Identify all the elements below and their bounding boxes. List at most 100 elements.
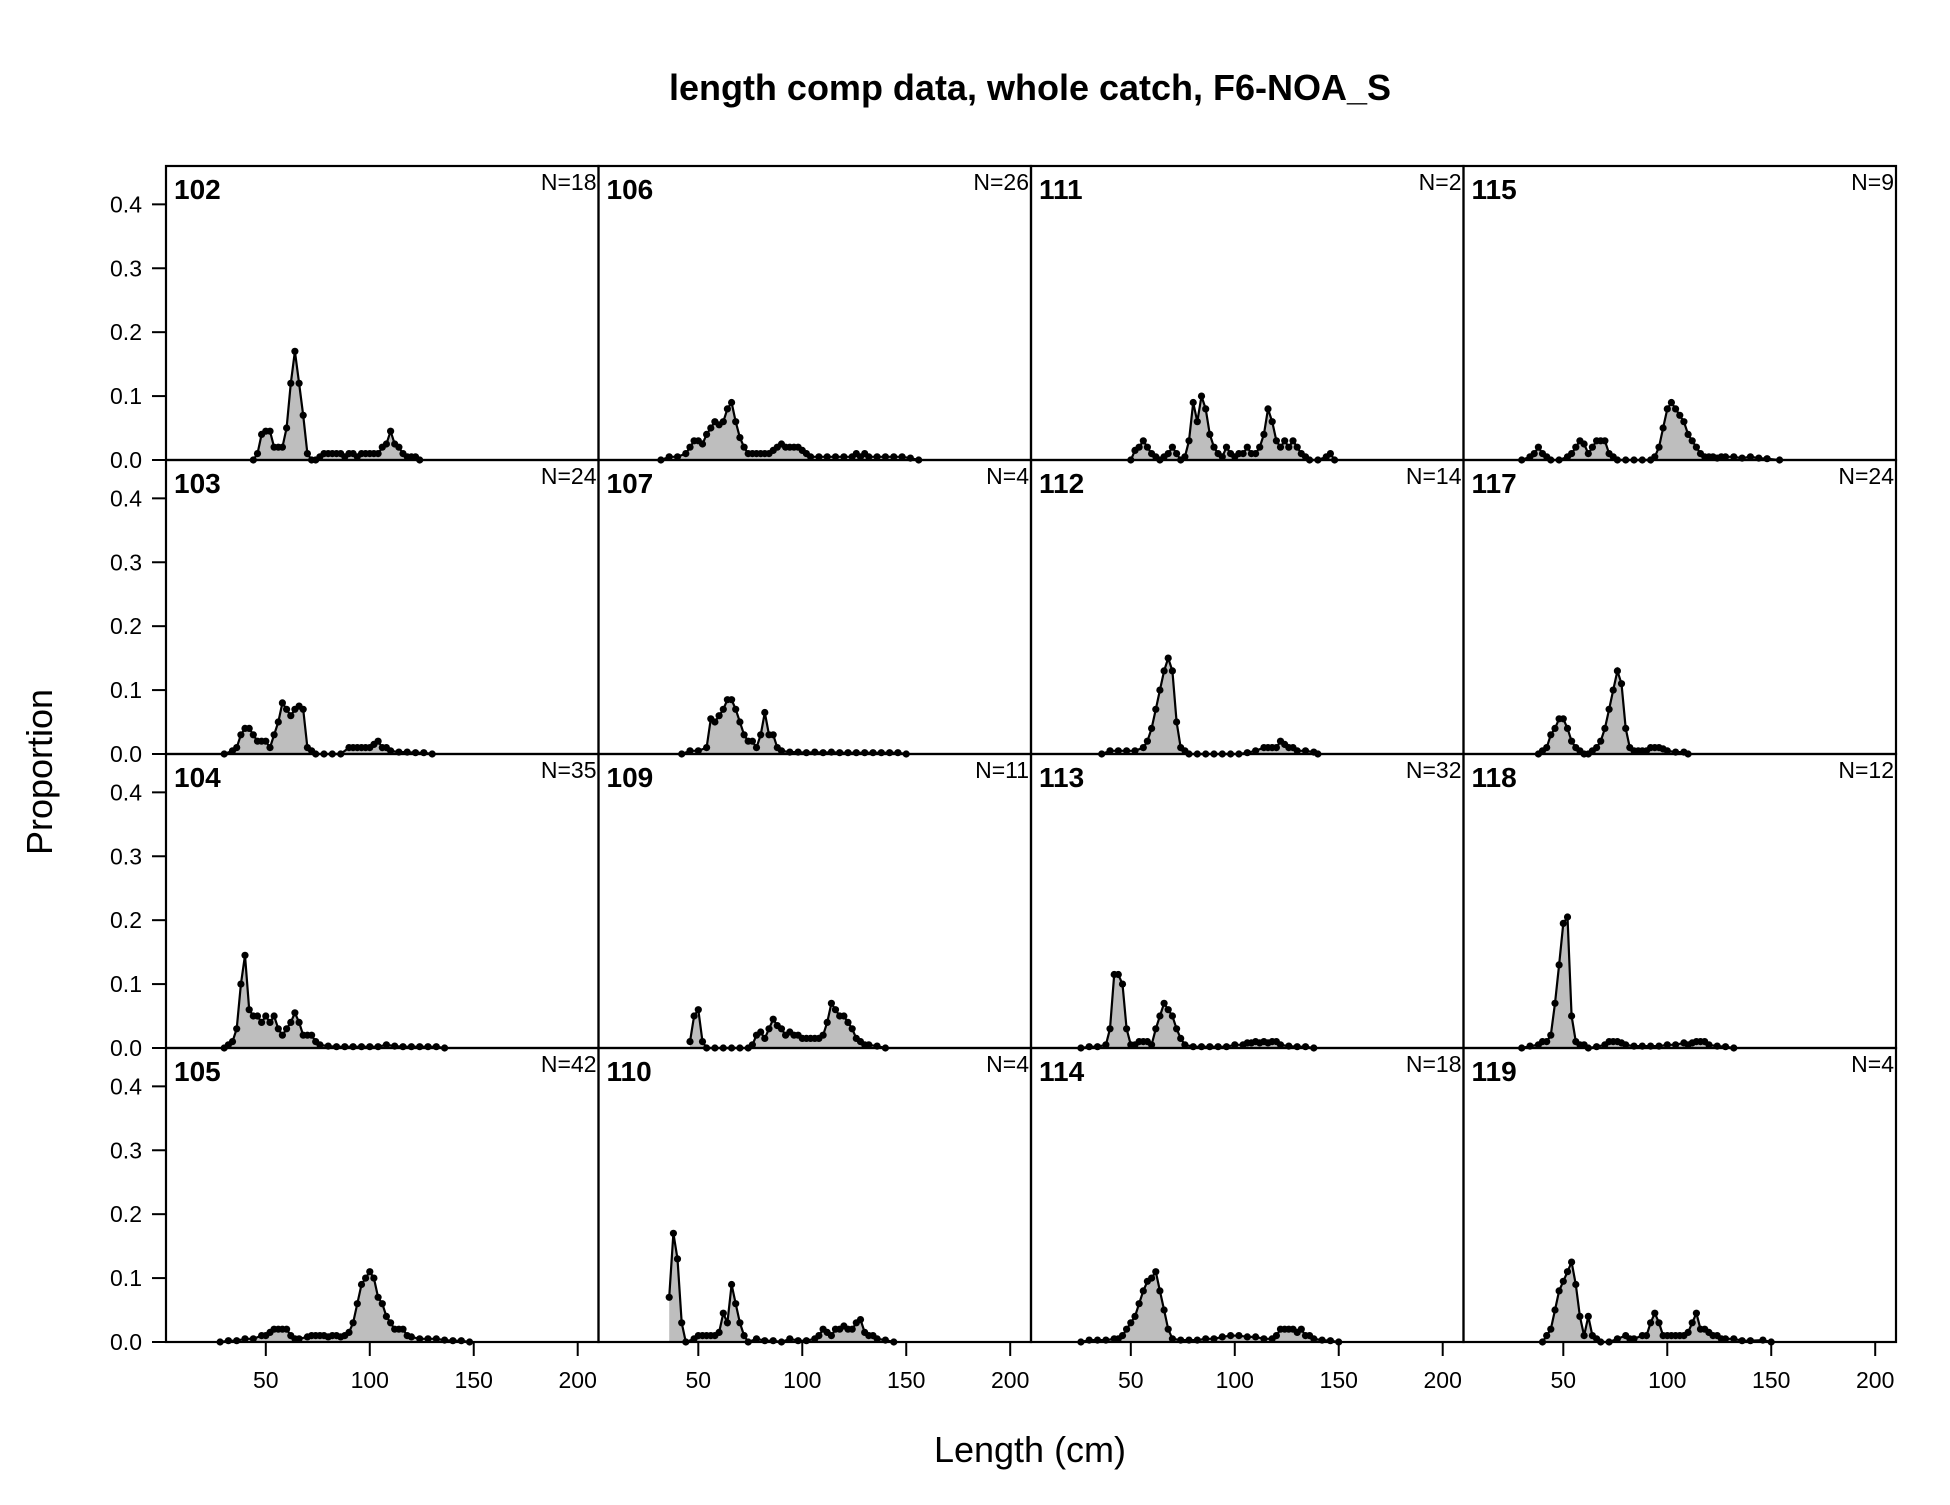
panel-118-point — [1551, 999, 1559, 1007]
panel-label: 112 — [1039, 468, 1084, 499]
panel-110-point — [665, 1293, 673, 1301]
panel-103-point — [233, 744, 241, 752]
panel-104-point — [424, 1043, 432, 1051]
panel-114-point — [1168, 1335, 1176, 1343]
panel-112-point — [1243, 749, 1251, 757]
panel-106-point — [865, 453, 873, 461]
panel-114-point — [1272, 1332, 1280, 1340]
panel-111-point — [1222, 443, 1231, 451]
chart-title: length comp data, whole catch, F6-NOA_S — [669, 67, 1391, 108]
panel-106-point — [840, 453, 848, 461]
panel-113-point — [1152, 1025, 1160, 1033]
panel-111-point — [1276, 443, 1285, 451]
panel-110-point — [769, 1337, 777, 1345]
panel-109-point — [694, 1006, 702, 1014]
panel-109-point — [777, 1025, 786, 1033]
panel-border — [1029, 164, 1465, 462]
panel-114-point — [1164, 1325, 1172, 1333]
panel-113-point — [1189, 1043, 1197, 1051]
panel-103-point — [283, 705, 291, 713]
panel-105-point — [399, 1325, 407, 1333]
panel-label: 114 — [1039, 1056, 1085, 1087]
panel-112: 112 N=14 — [1039, 463, 1462, 758]
panel-112-point — [1114, 747, 1122, 755]
panel-104-point — [407, 1043, 415, 1051]
panel-label: 102 — [174, 174, 221, 205]
panel-103-point — [420, 749, 428, 757]
panel-113-point — [1118, 980, 1127, 988]
panel-111-point — [1210, 443, 1218, 451]
panel-115-point — [1659, 424, 1667, 432]
panel-114-point — [1127, 1319, 1135, 1327]
x-tick-label: 50 — [1118, 1367, 1144, 1393]
panel-103: 103 N=24 — [174, 463, 597, 758]
panel-104-point — [283, 1025, 291, 1033]
panel-111-point — [1326, 450, 1334, 458]
x-axis-title: Length (cm) — [934, 1429, 1126, 1470]
panel-114-point — [1252, 1333, 1260, 1341]
panel-115-point — [1655, 443, 1663, 451]
panel-113-point — [1181, 1041, 1189, 1049]
panel-111-point — [1164, 450, 1172, 458]
panel-110-point — [761, 1337, 769, 1345]
panel-106-point — [682, 450, 690, 458]
panel-114-point — [1218, 1333, 1226, 1341]
panel-110-point — [719, 1309, 727, 1317]
panel-119-point — [1684, 1328, 1692, 1336]
panel-113-point — [1123, 1025, 1131, 1033]
panel-105-point — [366, 1268, 374, 1276]
panel-115-point — [1684, 430, 1692, 438]
panel-n-label: N=26 — [973, 169, 1029, 195]
y-tick-label: 0.2 — [110, 907, 142, 933]
panel-115-point — [1692, 443, 1700, 451]
panel-102-point — [283, 424, 291, 432]
panel-114-point — [1202, 1335, 1210, 1343]
panel-112-point — [1160, 667, 1168, 675]
panel-105-point — [233, 1337, 241, 1345]
panel-119-point — [1584, 1312, 1592, 1320]
panel-119-point — [1721, 1335, 1730, 1343]
panel-107-point — [732, 705, 740, 713]
panel-114: 114 N=18 — [1039, 1051, 1462, 1346]
panel-106-point — [698, 440, 707, 448]
panel-111-point — [1260, 430, 1268, 438]
panel-106: 106 N=26 — [607, 169, 1029, 464]
panel-label: 103 — [174, 468, 221, 499]
panel-117-point — [1559, 715, 1567, 723]
panel-104-point — [253, 1012, 262, 1020]
y-tick-label: 0.2 — [110, 1201, 142, 1227]
y-tick-label: 0.3 — [110, 255, 142, 281]
panel-106-area — [660, 402, 919, 460]
panel-119-point — [1547, 1325, 1555, 1333]
panel-104-point — [399, 1043, 407, 1051]
panel-112-point — [1123, 747, 1131, 755]
panel-103-point — [374, 737, 382, 745]
panel-118-point — [1672, 1041, 1680, 1049]
panel-115-point — [1601, 437, 1609, 445]
panel-107-point — [686, 747, 694, 755]
panel-label: 106 — [607, 174, 654, 205]
panel-label: 104 — [174, 762, 221, 793]
panel-115: 115 N=9 — [1472, 169, 1894, 464]
panel-115-point — [1672, 405, 1680, 413]
panel-label: 111 — [1039, 174, 1083, 205]
panel-n-label: N=12 — [1838, 757, 1894, 783]
panel-107-point — [769, 731, 777, 739]
panel-117-area — [1538, 670, 1689, 754]
panel-109-point — [690, 1012, 698, 1020]
panel-114-point — [1243, 1333, 1251, 1341]
panel-label: 118 — [1472, 762, 1517, 793]
panel-109-point — [819, 1031, 827, 1039]
panel-109-point — [844, 1018, 852, 1026]
panel-112-point — [1301, 747, 1310, 755]
panel-111-point — [1272, 437, 1280, 445]
panel-115-point — [1530, 450, 1538, 458]
panel-109-point — [831, 1006, 840, 1014]
panel-border — [1029, 1046, 1465, 1344]
panel-112-point — [1272, 744, 1280, 752]
panel-103-point — [262, 737, 270, 745]
panel-109-point — [827, 999, 836, 1007]
panel-115-point — [1676, 411, 1684, 419]
panel-103-point — [387, 747, 395, 755]
panel-112-point — [1143, 737, 1151, 745]
